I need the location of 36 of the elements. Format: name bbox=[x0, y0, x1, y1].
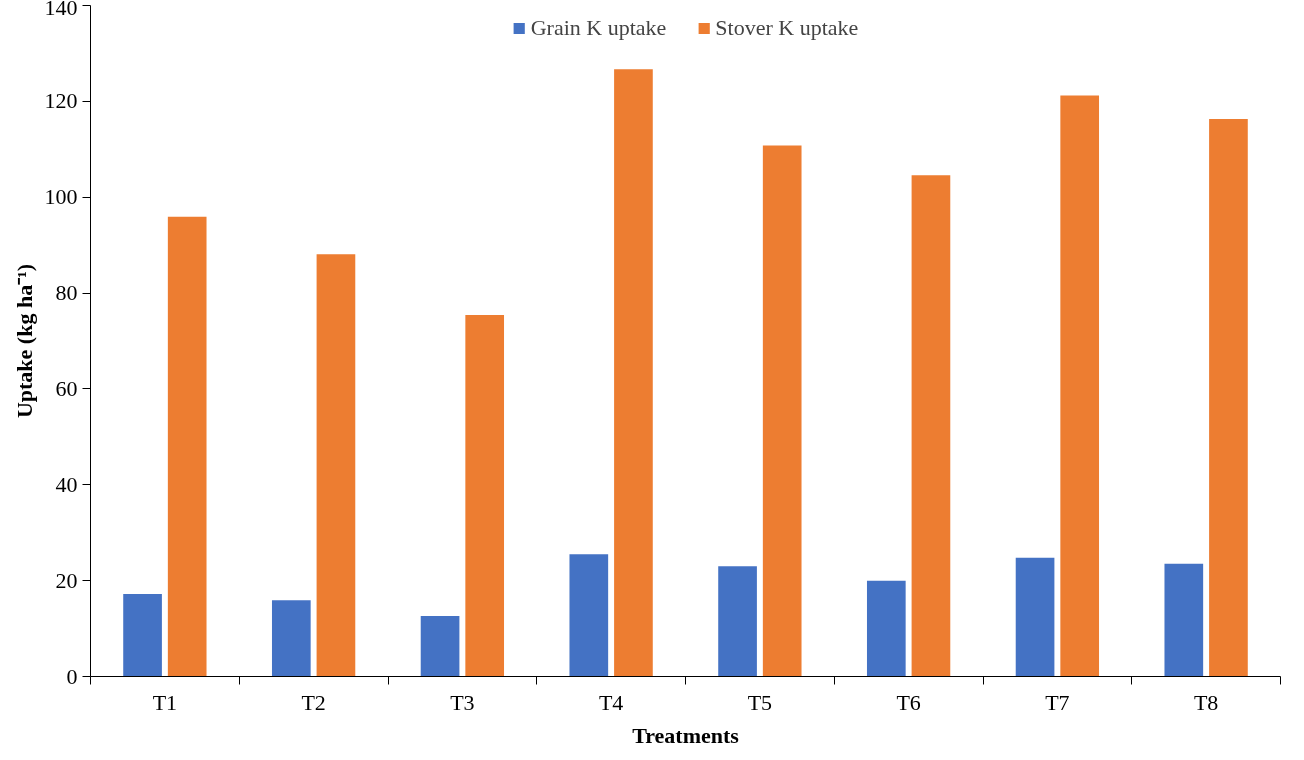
y-tick-label: 100 bbox=[44, 184, 78, 210]
bar bbox=[1060, 95, 1100, 677]
x-axis-title: Treatments bbox=[632, 722, 740, 748]
y-tick-label: 60 bbox=[55, 375, 78, 401]
x-tick-label: T5 bbox=[747, 689, 773, 715]
bar bbox=[614, 69, 653, 677]
y-tick-label: 0 bbox=[66, 663, 78, 689]
bar bbox=[569, 554, 609, 677]
x-tick-label: T6 bbox=[896, 689, 921, 715]
y-tick-label: 20 bbox=[55, 567, 78, 593]
y-tick-label: 80 bbox=[55, 280, 78, 306]
bar bbox=[271, 600, 311, 677]
bar bbox=[762, 145, 802, 677]
bar bbox=[123, 594, 162, 677]
bar bbox=[465, 315, 505, 677]
bar bbox=[1164, 563, 1204, 677]
x-tick-label: T8 bbox=[1193, 689, 1219, 715]
y-tick-label: 40 bbox=[55, 471, 78, 497]
y-tick-label: 140 bbox=[44, 0, 78, 20]
bar bbox=[420, 616, 460, 677]
x-tick-label: T1 bbox=[152, 689, 178, 715]
bar bbox=[167, 216, 207, 677]
bar bbox=[866, 580, 906, 677]
y-tick-label: 120 bbox=[44, 88, 78, 114]
bar bbox=[316, 254, 356, 677]
bar bbox=[718, 566, 757, 677]
bar bbox=[911, 175, 951, 677]
x-tick-label: T3 bbox=[450, 689, 475, 715]
legend-label: Stover K uptake bbox=[715, 15, 859, 41]
bar bbox=[1209, 119, 1248, 677]
legend-label: Grain K uptake bbox=[530, 15, 667, 41]
y-axis-title: Uptake (kg ha⁻¹) bbox=[11, 263, 37, 419]
x-tick-label: T7 bbox=[1045, 689, 1070, 715]
bar bbox=[1015, 557, 1055, 677]
x-tick-label: T2 bbox=[301, 689, 326, 715]
x-tick-label: T4 bbox=[598, 689, 624, 715]
